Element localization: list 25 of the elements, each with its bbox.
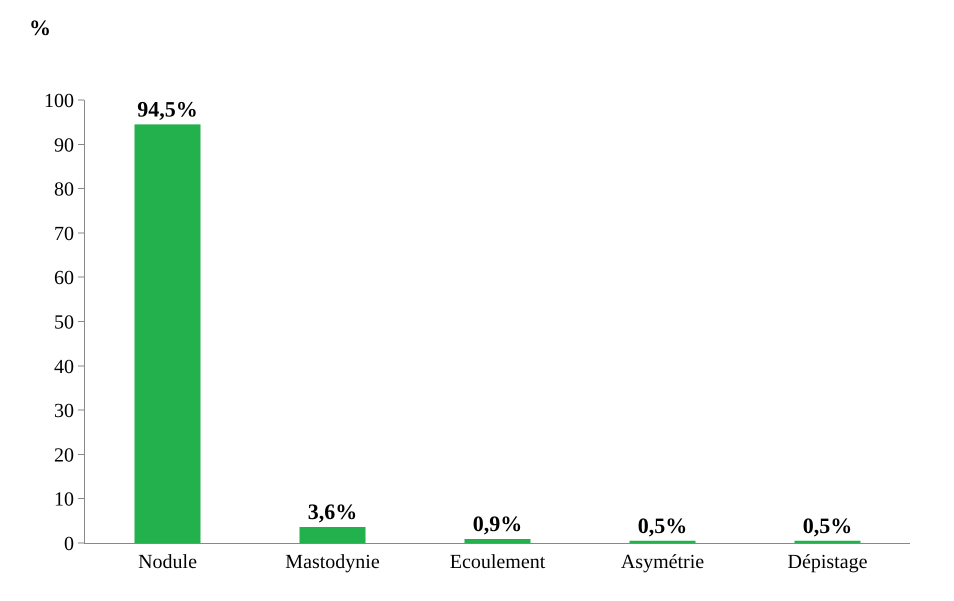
- y-tick-label: 20: [54, 444, 74, 466]
- bar: [464, 539, 530, 543]
- x-tick-label: Dépistage: [788, 551, 868, 573]
- x-tick-label: Ecoulement: [450, 551, 546, 573]
- bar: [134, 124, 200, 543]
- y-tick-label: 40: [54, 356, 74, 378]
- data-label: 0,5%: [638, 512, 688, 538]
- bar: [300, 527, 366, 543]
- y-tick-label: 0: [64, 533, 74, 555]
- y-tick-label: 70: [54, 222, 74, 245]
- data-label: 0,5%: [802, 512, 852, 538]
- y-tick-label: 80: [54, 178, 74, 201]
- y-tick-label: 10: [54, 488, 74, 511]
- y-tick-label: 90: [54, 134, 74, 156]
- y-tick-label: 50: [54, 312, 74, 334]
- data-label: 94,5%: [137, 96, 198, 122]
- y-tick-label: 100: [44, 90, 74, 112]
- data-label: 0,9%: [472, 511, 522, 536]
- x-tick-label: Nodule: [138, 551, 198, 573]
- x-tick-label: Asymétrie: [620, 551, 704, 573]
- y-axis-title: %: [29, 15, 51, 40]
- data-label: 3,6%: [308, 499, 358, 524]
- y-tick-label: 60: [54, 267, 74, 290]
- x-tick-label: Mastodynie: [285, 551, 380, 573]
- y-tick-label: 30: [54, 400, 74, 422]
